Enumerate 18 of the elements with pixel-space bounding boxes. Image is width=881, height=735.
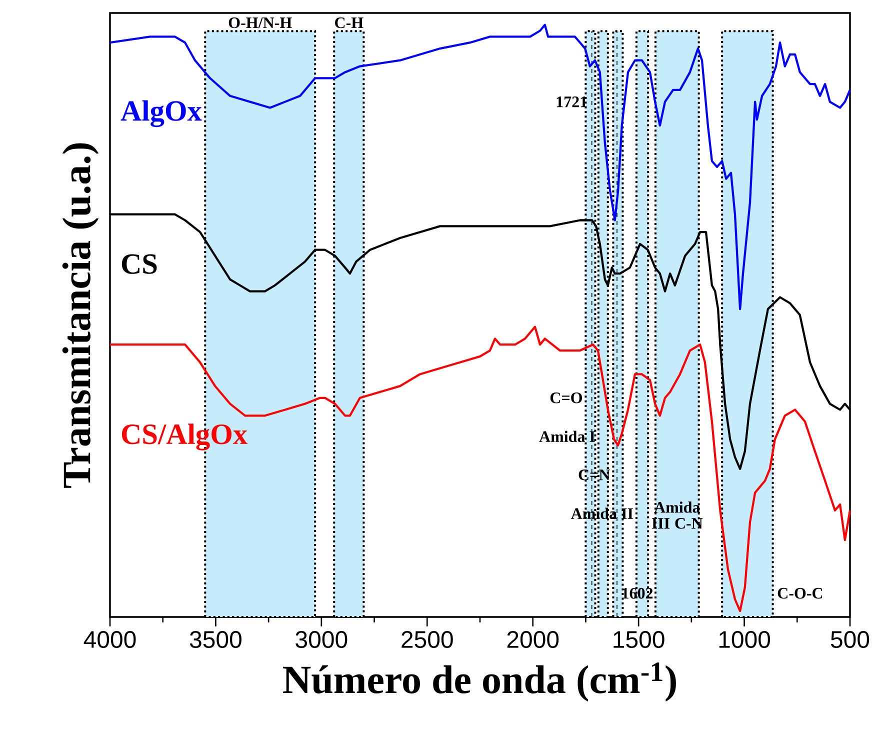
x-tick-label: 1500: [614, 631, 664, 648]
x-tick-label: 2000: [507, 631, 559, 648]
band-label: O-H/N-H: [228, 17, 292, 28]
series-label: CS/AlgOx: [122, 424, 248, 450]
x-tick-label: 2500: [402, 631, 453, 648]
x-tick-label: 3500: [190, 631, 242, 648]
x-tick-label: 1000: [719, 631, 770, 648]
ref-line-label: 1721: [556, 96, 587, 108]
band-label: C=O: [550, 392, 582, 404]
series-label: CS: [122, 254, 157, 274]
band-label: C-H: [335, 17, 364, 28]
x-tick-label: 500: [830, 631, 870, 648]
band-label: C-O-C: [778, 588, 822, 599]
x-tick-label: 4000: [84, 631, 136, 648]
x-tick-label: 3000: [296, 631, 348, 648]
series-label: AlgOx: [120, 100, 202, 128]
x-axis-title: Número de onda (cm$^{-1}$): [283, 662, 676, 702]
y-axis-title: Transmitancia (u.a.): [62, 143, 99, 488]
